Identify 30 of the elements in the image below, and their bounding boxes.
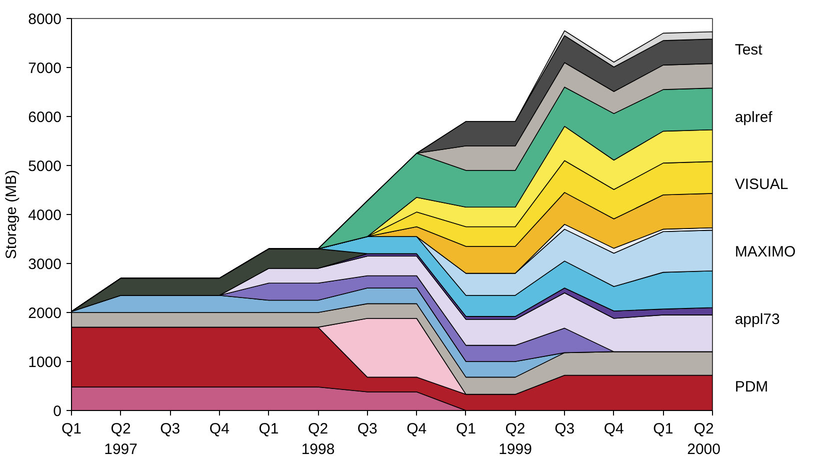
text: aplref	[734, 108, 774, 126]
y-tick-label: 0	[53, 403, 62, 420]
y-tick-label: 3000	[28, 256, 62, 273]
x-tick-label: Q1	[258, 420, 279, 438]
y-axis-title: Storage (MB)	[3, 170, 20, 260]
y-tick-label: 4000	[28, 207, 62, 224]
text: VISUAL	[734, 176, 788, 194]
x-tick-label: Q3	[554, 420, 575, 438]
x-tick-label: Q2 1998	[301, 420, 335, 458]
text: PDM	[734, 378, 768, 396]
y-tick-label: 7000	[28, 60, 62, 77]
text: Test	[734, 41, 764, 58]
text: MAXIMO	[734, 244, 796, 261]
x-tick-label: Q4	[209, 420, 230, 438]
y-tick-label: 1000	[28, 354, 62, 371]
y-tick-label: 5000	[28, 158, 62, 175]
x-tick-label: Q1	[456, 420, 476, 438]
x-tick-label: Q2 1997	[104, 420, 138, 458]
y-tick-label: 6000	[28, 109, 62, 126]
x-tick-label: Q2 1999	[498, 420, 532, 458]
x-tick-label: Q3	[357, 420, 378, 438]
x-tick-label: Q4	[604, 420, 624, 438]
x-tick-label: Q2 2000	[687, 420, 721, 458]
y-tick-label: 8000	[28, 11, 62, 28]
text: appl73	[734, 311, 780, 328]
x-tick-label: Q1	[653, 420, 674, 438]
x-tick-label: Q3	[160, 420, 180, 438]
y-tick-label: 2000	[28, 305, 62, 322]
x-tick-label: Q4	[406, 420, 427, 438]
x-tick-label: Q1	[61, 420, 82, 438]
